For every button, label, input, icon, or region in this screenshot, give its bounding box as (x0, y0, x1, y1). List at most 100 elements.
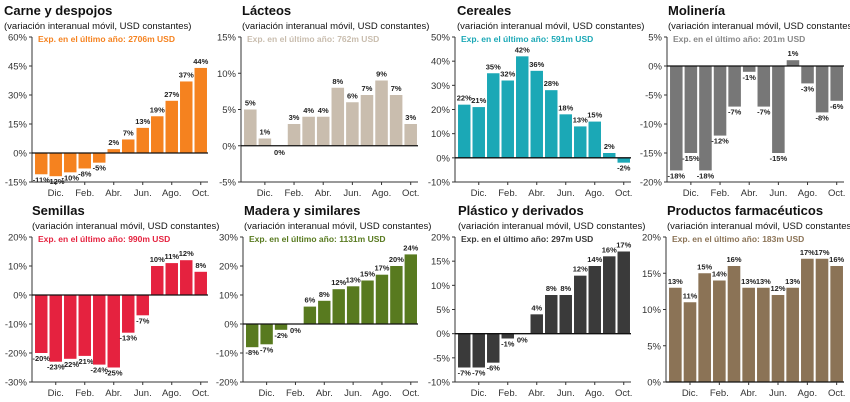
bar (786, 60, 800, 66)
data-label: 8% (560, 284, 571, 293)
data-label: -7% (136, 316, 150, 325)
bar (545, 90, 558, 158)
y-tick-label: 5% (647, 341, 661, 352)
x-tick-label: Feb. (285, 188, 304, 199)
bar (346, 102, 359, 146)
bar (331, 87, 345, 146)
bar (786, 287, 799, 382)
data-label: 32% (500, 70, 515, 79)
panel-annotation: Exp. en el último año: 297m USD (461, 234, 594, 244)
data-label: 7% (362, 84, 373, 93)
bar (458, 104, 471, 158)
bar (830, 266, 843, 382)
x-tick-label: Ago. (162, 188, 182, 199)
bar (815, 258, 829, 382)
bar (93, 153, 106, 163)
y-tick-label: 0% (436, 153, 450, 164)
y-tick-label: -5% (645, 91, 662, 102)
y-tick-label: -15% (640, 149, 663, 160)
y-tick-label: -30% (5, 378, 28, 389)
data-label: 13% (741, 277, 756, 286)
data-label: 13% (573, 115, 588, 124)
x-tick-label: Oct. (402, 388, 419, 399)
data-label: 4% (531, 303, 542, 312)
data-label: 12% (770, 284, 785, 293)
data-label: 21% (471, 96, 486, 105)
x-tick-label: Abr. (528, 188, 545, 199)
bar (530, 70, 543, 158)
y-tick-label: 0% (13, 149, 27, 160)
bar (260, 324, 273, 345)
data-label: 16% (726, 255, 741, 264)
x-tick-label: Jun. (557, 188, 575, 199)
x-tick-label: Jun. (344, 388, 362, 399)
y-tick-label: 0% (222, 141, 236, 152)
x-tick-label: Ago. (585, 188, 605, 199)
y-tick-label: -20% (640, 178, 663, 189)
panel-subtitle: (variación interanual móvil, USD constan… (668, 21, 850, 32)
x-tick-label: Oct. (615, 188, 632, 199)
data-label: 20% (389, 255, 404, 264)
data-label: 28% (544, 79, 559, 88)
data-label: -8% (78, 169, 92, 178)
bar (617, 157, 630, 163)
x-tick-label: Dic. (257, 188, 273, 199)
panel-title: Madera y similares (244, 203, 361, 218)
panel-title: Carne y despojos (4, 3, 113, 18)
y-tick-label: -5% (219, 178, 236, 189)
data-label: 42% (515, 45, 530, 54)
bar (180, 260, 193, 295)
data-label: 0% (290, 326, 301, 335)
bar (318, 300, 331, 324)
panel-subtitle: (variación interanual móvil, USD constan… (244, 221, 432, 232)
bar (122, 295, 135, 333)
data-label: 8% (195, 261, 206, 270)
bar (472, 333, 485, 368)
data-label: 7% (391, 84, 402, 93)
panel-subtitle: (variación interanual móvil, USD constan… (4, 21, 192, 32)
data-label: -21% (76, 357, 94, 366)
bar (801, 258, 814, 382)
bar (757, 66, 771, 107)
y-tick-label: -10% (5, 320, 28, 331)
bar (49, 295, 62, 362)
x-tick-label: Feb. (75, 388, 94, 399)
x-tick-label: Feb. (75, 188, 94, 199)
bar (670, 66, 683, 171)
bar-chart: -20% -15% -10% -5% 0% 5% -18% -15% -18% -12% -7% -1… (640, 33, 846, 200)
bar (684, 66, 698, 153)
data-label: 27% (164, 90, 179, 99)
data-label: 35% (486, 62, 501, 71)
data-label: -18% (697, 171, 715, 180)
panel-subtitle: (variación interanual móvil, USD constan… (457, 21, 645, 32)
y-tick-label: 40% (431, 57, 451, 68)
bar (107, 149, 120, 153)
data-label: -15% (770, 154, 788, 163)
bar (274, 324, 288, 330)
y-tick-label: 10% (642, 305, 662, 316)
panel-subtitle: (variación interanual móvil, USD constan… (458, 221, 646, 232)
y-tick-label: 10% (8, 262, 28, 273)
bar (472, 107, 485, 158)
y-tick-label: 20% (219, 262, 239, 273)
bar (757, 287, 770, 382)
data-label: 22% (457, 94, 472, 103)
x-tick-label: Abr. (740, 388, 757, 399)
data-label: 15% (587, 111, 602, 120)
x-tick-label: Abr. (316, 388, 333, 399)
y-tick-label: 20% (431, 105, 451, 116)
bar (487, 333, 500, 363)
y-tick-label: 0% (13, 291, 27, 302)
data-label: -23% (47, 363, 65, 372)
bar (728, 66, 741, 107)
bar (487, 73, 500, 158)
data-label: -6% (830, 102, 844, 111)
data-label: 10% (150, 255, 165, 264)
panel-title: Plástico y derivados (458, 203, 584, 218)
y-tick-label: 20% (8, 233, 28, 244)
data-label: -2% (617, 164, 631, 173)
panel-annotation: Exp. en el último año: 183m USD (672, 234, 805, 244)
data-label: 1% (259, 128, 270, 137)
y-tick-label: 5% (222, 105, 236, 116)
bar-chart: 0%5%10%15%20%13%11%15%14%16%13% 13%12%13%… (642, 233, 845, 400)
